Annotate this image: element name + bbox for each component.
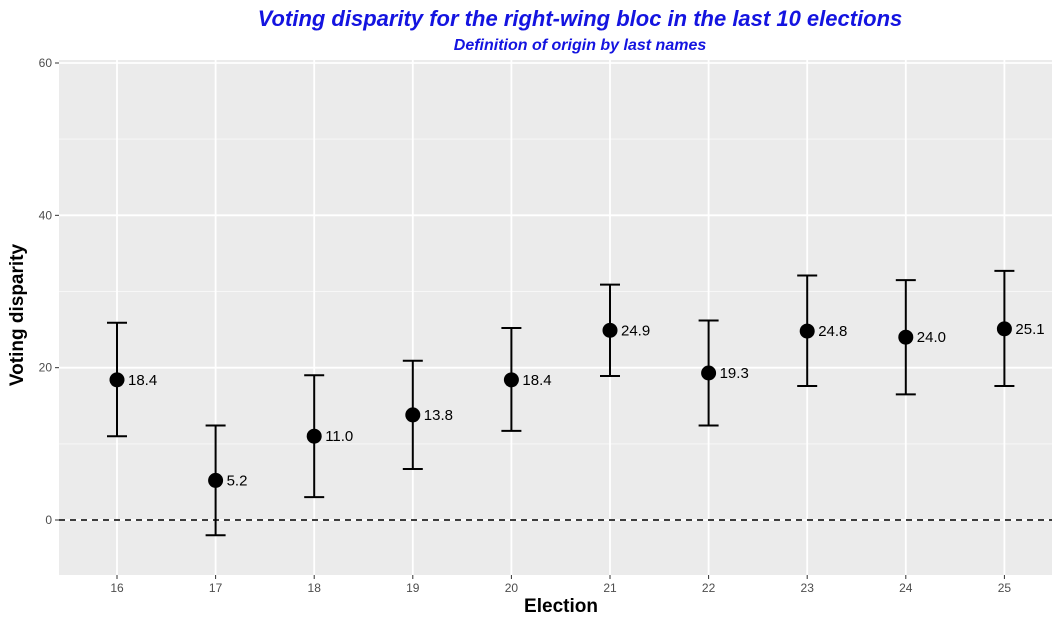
x-tick-label: 25 [998,581,1012,595]
data-point [503,372,519,388]
data-label: 5.2 [227,472,248,489]
data-point [306,428,322,444]
data-point [602,322,618,338]
data-label: 25.1 [1015,321,1044,338]
chart-title: Voting disparity for the right-wing bloc… [257,6,903,31]
axis-ticks: 0 20 40 60 16 17 18 19 20 21 22 23 24 25 [39,56,1012,595]
plot-panel [59,60,1052,575]
data-label: 19.3 [720,365,749,382]
data-points [109,321,1012,488]
y-tick-label: 20 [39,361,53,375]
data-label: 13.8 [424,407,453,424]
x-tick-label: 22 [702,581,716,595]
x-tick-label: 24 [899,581,913,595]
x-tick-label: 19 [406,581,420,595]
y-tick-label: 60 [39,56,53,70]
data-label: 18.4 [522,372,551,389]
data-point [701,365,717,381]
data-label: 24.0 [917,329,946,346]
data-label: 24.9 [621,322,650,339]
data-label: 11.0 [325,428,353,445]
data-label: 24.8 [818,323,847,340]
data-point [208,472,224,488]
x-axis-label: Election [524,596,598,617]
data-labels: 18.4 5.2 11.0 13.8 18.4 24.9 19.3 24.8 24.0 25.1 [128,321,1045,490]
y-tick-label: 40 [39,208,53,222]
error-bars [107,269,1015,537]
data-point [799,323,815,339]
chart-subtitle: Definition of origin by last names [453,37,707,54]
data-point [996,321,1012,337]
x-tick-label: 23 [801,581,815,595]
data-point [109,372,125,388]
data-label: 18.4 [128,372,157,389]
x-tick-label: 16 [110,581,124,595]
x-tick-label: 17 [209,581,223,595]
x-tick-label: 20 [505,581,519,595]
data-point [898,329,914,345]
data-point [405,407,421,423]
y-tick-label: 0 [45,513,52,527]
x-tick-label: 18 [308,581,322,595]
x-tick-label: 21 [603,581,617,595]
grid-minor [59,138,1052,445]
